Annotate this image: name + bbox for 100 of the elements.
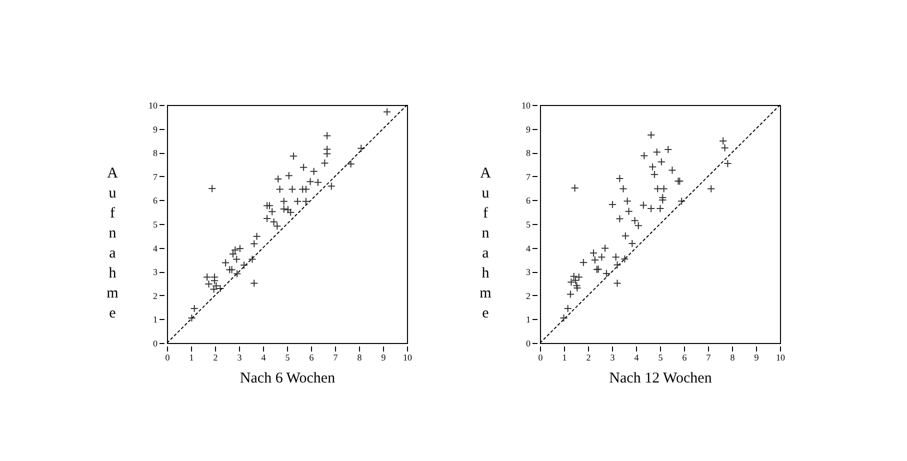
point bbox=[276, 185, 284, 194]
point bbox=[678, 197, 686, 206]
point bbox=[602, 269, 611, 278]
point bbox=[612, 253, 620, 262]
point bbox=[570, 184, 579, 192]
point bbox=[613, 279, 622, 288]
point bbox=[654, 184, 662, 193]
y-tick-label: 5 bbox=[153, 220, 158, 230]
point bbox=[640, 152, 648, 160]
point bbox=[323, 132, 332, 140]
point bbox=[658, 194, 667, 202]
point bbox=[294, 197, 302, 206]
point bbox=[300, 163, 308, 172]
point bbox=[188, 314, 196, 322]
point bbox=[608, 200, 617, 209]
point bbox=[574, 273, 583, 282]
x-tick-label: 7 bbox=[333, 352, 338, 362]
point bbox=[647, 130, 656, 140]
point bbox=[280, 204, 288, 214]
point bbox=[652, 148, 661, 156]
y-tick-label: 4 bbox=[153, 243, 158, 254]
point bbox=[323, 150, 332, 158]
point bbox=[306, 178, 314, 186]
point bbox=[621, 232, 630, 240]
y-tick-label: 0 bbox=[153, 338, 158, 348]
point bbox=[616, 214, 624, 223]
y-tick-label: 9 bbox=[153, 124, 158, 134]
point bbox=[624, 207, 633, 216]
point bbox=[288, 185, 296, 194]
point bbox=[664, 145, 672, 154]
y-tick-label: 8 bbox=[526, 148, 531, 158]
x-tick-label: 10 bbox=[403, 352, 412, 362]
point bbox=[327, 182, 336, 190]
x-tick-label: 2 bbox=[213, 352, 218, 362]
point bbox=[357, 144, 366, 152]
point bbox=[240, 261, 248, 270]
point bbox=[208, 184, 216, 193]
point bbox=[383, 108, 392, 116]
x-tick-label: 4 bbox=[634, 352, 640, 362]
point bbox=[639, 201, 648, 210]
point bbox=[203, 273, 212, 282]
x-tick-label: 9 bbox=[754, 352, 760, 362]
point bbox=[190, 304, 198, 313]
point bbox=[620, 254, 629, 264]
y-tick-label: 6 bbox=[526, 196, 531, 206]
x-tick-label: 9 bbox=[381, 352, 386, 362]
point bbox=[724, 160, 732, 168]
x-tick-label: 0 bbox=[165, 352, 170, 362]
point bbox=[619, 184, 628, 193]
point bbox=[658, 196, 667, 204]
point bbox=[314, 178, 322, 186]
point bbox=[248, 255, 256, 264]
x-tick-label: 1 bbox=[189, 352, 194, 362]
point bbox=[648, 162, 657, 171]
x-axis-title: Nach 6 Wochen bbox=[240, 370, 336, 386]
point bbox=[628, 239, 636, 248]
point bbox=[719, 136, 728, 145]
point bbox=[310, 167, 318, 176]
point bbox=[650, 170, 659, 179]
point bbox=[252, 232, 261, 240]
y-tick-label: 10 bbox=[522, 100, 531, 110]
point bbox=[657, 158, 666, 166]
point bbox=[250, 279, 258, 288]
point bbox=[564, 304, 572, 313]
point bbox=[302, 197, 310, 206]
y-tick-label: 5 bbox=[526, 220, 531, 230]
point bbox=[570, 272, 578, 280]
point bbox=[323, 145, 332, 154]
y-tick-label: 1 bbox=[153, 314, 158, 325]
y-tick-label: 8 bbox=[153, 148, 158, 158]
y-tick-label: 1 bbox=[526, 314, 530, 325]
point bbox=[579, 258, 588, 267]
point bbox=[560, 314, 568, 322]
x-tick-label: 3 bbox=[610, 352, 616, 362]
y-tick-label: 2 bbox=[153, 290, 158, 301]
point bbox=[590, 256, 599, 264]
y-axis-title: Aufnahme bbox=[480, 166, 492, 322]
x-tick-label: 7 bbox=[706, 352, 712, 362]
point bbox=[286, 208, 295, 216]
point bbox=[222, 258, 230, 267]
point bbox=[289, 152, 298, 160]
y-axis-title: Aufnahme bbox=[106, 166, 119, 322]
y-tick-label: 2 bbox=[526, 290, 530, 301]
y-tick-label: 10 bbox=[148, 100, 158, 110]
x-tick-label: 6 bbox=[682, 352, 688, 362]
x-tick-label: 10 bbox=[776, 352, 786, 362]
point bbox=[263, 214, 272, 223]
x-tick-label: 2 bbox=[586, 352, 591, 362]
point bbox=[601, 244, 610, 252]
x-tick-label: 3 bbox=[237, 352, 242, 362]
point bbox=[589, 249, 598, 258]
point bbox=[660, 184, 668, 193]
point bbox=[647, 204, 656, 213]
x-tick-label: 4 bbox=[261, 352, 266, 362]
point bbox=[274, 174, 282, 184]
y-tick-label: 3 bbox=[153, 267, 158, 278]
point bbox=[668, 166, 676, 174]
point bbox=[280, 197, 288, 206]
point bbox=[346, 160, 355, 168]
y-tick-label: 9 bbox=[526, 124, 531, 134]
